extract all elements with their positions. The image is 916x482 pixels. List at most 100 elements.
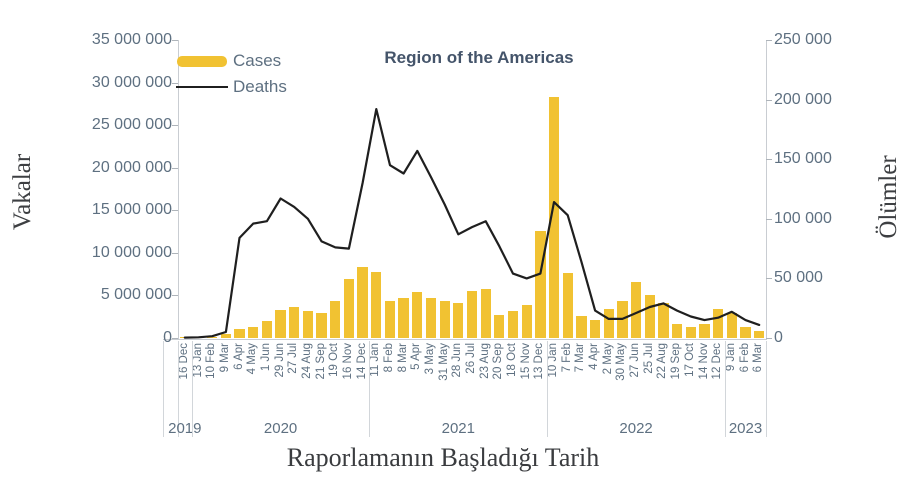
- legend-deaths-label: Deaths: [233, 77, 287, 96]
- x-tick-label: 14 Nov: [697, 343, 710, 380]
- left-axis-tick-label: 20 000 000: [91, 158, 172, 176]
- left-axis-tickmark: [172, 295, 178, 297]
- x-tick-label: 7 Mar: [574, 343, 587, 373]
- bar-cases: [371, 272, 382, 338]
- bar-cases: [603, 308, 614, 338]
- year-label: 2022: [619, 420, 653, 437]
- right-axis-tick-label: 200 000: [774, 90, 832, 108]
- x-tick-label: 8 Mar: [396, 343, 409, 373]
- bar-cases: [453, 302, 464, 338]
- x-tick-label: 30 May: [615, 343, 628, 381]
- x-tick-label: 6 Feb: [738, 343, 751, 373]
- bottom-axis-line: [163, 339, 767, 340]
- left-axis-tickmark: [172, 252, 178, 254]
- x-axis-title: Raporlamanın Başladığı Tarih: [286, 443, 600, 472]
- bar-cases: [576, 316, 587, 338]
- x-tick-label: 4 May: [246, 343, 259, 375]
- right-axis-tick-label: 50 000: [774, 269, 823, 287]
- x-tick-label: 19 Sep: [670, 343, 683, 380]
- left-axis-tick-label: 25 000 000: [91, 116, 172, 134]
- bar-cases: [658, 303, 669, 338]
- bar-cases: [671, 323, 683, 338]
- x-tick-label: 13 Dec: [533, 343, 546, 380]
- right-axis-tickmark: [766, 99, 772, 101]
- x-tick-label: 11 Jan: [369, 343, 382, 377]
- bar-cases: [740, 327, 751, 338]
- bar-cases: [425, 298, 437, 338]
- left-axis-tick-label: 15 000 000: [91, 201, 172, 219]
- bar-cases: [507, 310, 519, 338]
- bar-cases: [343, 278, 355, 338]
- deaths-line: [183, 107, 761, 339]
- left-axis-tickmark: [172, 210, 178, 212]
- x-tick-label: 25 Jul: [642, 343, 655, 374]
- right-axis-tickmark: [766, 40, 772, 41]
- year-separator: [369, 341, 371, 437]
- x-tick-label: 19 Oct: [328, 343, 341, 377]
- bar-cases: [357, 266, 368, 338]
- bar-cases: [275, 309, 286, 338]
- x-tick-label: 14 Dec: [355, 343, 368, 380]
- bar-cases: [712, 308, 724, 338]
- x-tick-label: 20 Sep: [492, 343, 505, 380]
- x-tick-label: 16 Dec: [177, 343, 190, 380]
- legend-cases-label: Cases: [233, 51, 282, 70]
- x-tick-label: 6 Apr: [232, 343, 245, 370]
- bar-cases: [261, 321, 273, 338]
- right-axis-tickmark: [766, 338, 772, 339]
- x-tick-label: 23 Aug: [478, 343, 491, 379]
- right-axis-tick-label: 100 000: [774, 209, 832, 227]
- right-axis-tickmark: [766, 218, 772, 220]
- x-tick-label: 27 Jul: [287, 343, 300, 374]
- bar-cases: [439, 301, 450, 338]
- bar-cases: [248, 326, 259, 338]
- x-tick-label: 5 Apr: [410, 343, 423, 370]
- year-label: 2019: [168, 420, 202, 437]
- x-tick-label: 21 Sep: [314, 343, 327, 380]
- x-tick-label: 22 Aug: [656, 343, 669, 379]
- x-tick-label: 6 Mar: [752, 343, 765, 373]
- right-axis-tick-label: 250 000: [774, 31, 832, 48]
- right-axis-tick-label: 0: [774, 329, 783, 346]
- x-tick-label: 7 Feb: [560, 343, 573, 373]
- left-axis-tickmark: [172, 40, 178, 41]
- bar-cases: [699, 324, 710, 338]
- year-separator: [191, 341, 193, 437]
- bar-cases: [589, 320, 601, 338]
- left-axis-line: [178, 40, 179, 340]
- x-tick-label: 12 Dec: [711, 343, 724, 380]
- x-tick-label: 15 Nov: [519, 343, 532, 380]
- bar-cases: [289, 306, 300, 338]
- left-axis-tickmark: [172, 167, 178, 169]
- bar-cases: [535, 230, 546, 338]
- x-tick-label: 28 Jun: [451, 343, 464, 378]
- left-axis-tick-label: 35 000 000: [91, 31, 172, 48]
- left-axis-tick-label: 5 000 000: [100, 286, 172, 304]
- x-tick-label: 29 Jun: [273, 343, 286, 378]
- left-axis-tick-label: 0: [163, 329, 172, 346]
- legend-deaths-line: [176, 86, 228, 89]
- x-tick-label: 13 Jan: [191, 343, 204, 378]
- right-axis-tickmark: [766, 159, 772, 161]
- bar-cases: [562, 272, 573, 338]
- right-axis-tick-label: 150 000: [774, 150, 832, 168]
- year-separator: [163, 341, 164, 437]
- x-tick-label: 9 Mar: [218, 343, 231, 373]
- x-tick-label: 18 Oct: [506, 343, 518, 377]
- year-label: 2023: [728, 420, 763, 437]
- bar-cases: [630, 282, 642, 338]
- bar-cases: [644, 295, 655, 338]
- left-axis-tickmark: [172, 338, 178, 339]
- year-separator: [547, 341, 549, 437]
- x-tick-label: 31 May: [437, 343, 450, 381]
- bar-cases: [330, 300, 341, 338]
- year-label: 2021: [441, 420, 475, 437]
- year-label: 2020: [263, 420, 298, 437]
- bar-cases: [754, 331, 765, 338]
- left-axis-tickmark: [172, 125, 178, 127]
- bar-cases: [685, 326, 696, 338]
- left-axis-tick-label: 10 000 000: [91, 243, 172, 261]
- chart-title: Region of the Americas: [384, 48, 574, 67]
